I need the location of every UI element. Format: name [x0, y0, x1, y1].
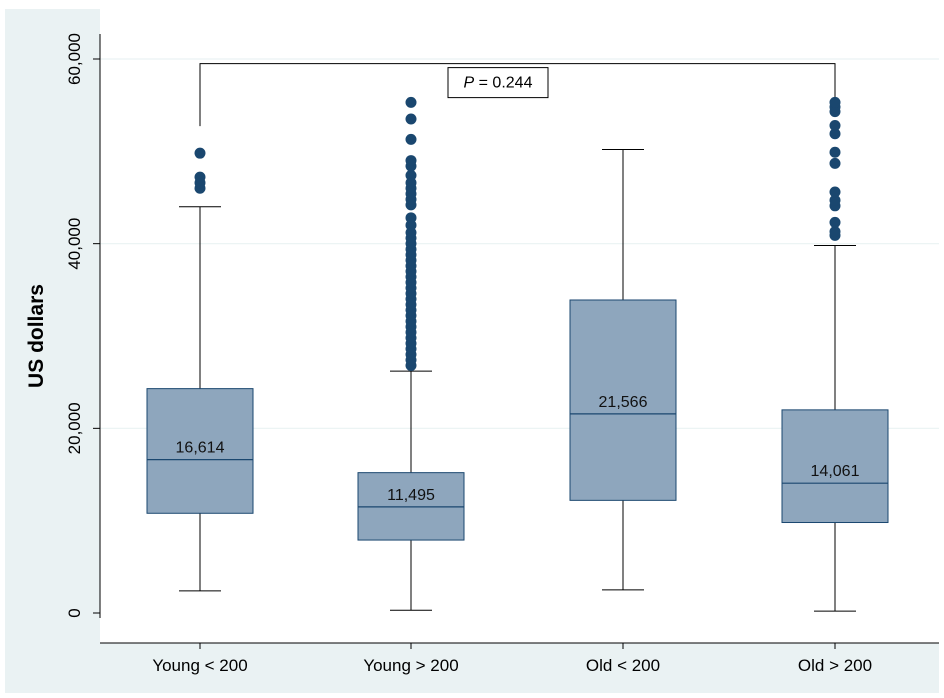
outlier-point — [829, 186, 841, 198]
x-tick-label: Old < 200 — [586, 656, 660, 675]
outlier-point — [829, 194, 841, 206]
y-tick-label: 60,000 — [65, 33, 84, 85]
x-axis-labels: Young < 200 Young > 200 Old < 200 Old > 200 — [100, 642, 939, 675]
box-group: 11,495 — [357, 96, 465, 611]
y-axis: 0 20,000 40,000 60,000 — [65, 33, 101, 618]
x-tick-label: Young < 200 — [152, 656, 247, 675]
box-plot: 0 20,000 40,000 60,000 US dollars P = 0.244… — [25, 9, 939, 675]
outlier-point — [405, 133, 417, 145]
x-tick-label: Old > 200 — [798, 656, 872, 675]
outlier-point — [194, 171, 206, 183]
median-label: 14,061 — [811, 463, 860, 480]
median-label: 11,495 — [387, 487, 435, 504]
y-tick-label: 40,000 — [65, 218, 84, 270]
y-axis-title: US dollars — [25, 284, 48, 388]
outlier-point — [829, 96, 841, 108]
outlier-point — [405, 113, 417, 125]
outlier-point — [405, 96, 417, 108]
outlier-point — [405, 155, 417, 167]
box-group: 14,061 — [781, 96, 889, 612]
outlier-point — [405, 212, 417, 224]
plot-area — [100, 9, 939, 643]
p-value-label: P = 0.244 — [464, 75, 533, 92]
comparison-line — [199, 63, 836, 127]
y-tick-label: 20,000 — [65, 402, 84, 454]
y-tick-label: 0 — [65, 608, 84, 617]
p-value-box — [447, 67, 549, 99]
comparison-bracket: P = 0.244 — [199, 63, 836, 127]
x-tick-label: Young > 200 — [363, 656, 458, 675]
median-label: 21,566 — [599, 394, 648, 411]
outlier-point — [194, 147, 206, 159]
outlier-point — [829, 226, 841, 238]
outlier-point — [829, 216, 841, 228]
outlier-point — [829, 128, 841, 140]
outlier-point — [829, 146, 841, 158]
iqr-box — [781, 409, 889, 524]
box-group: 16,614 — [146, 147, 254, 592]
box-group: 21,566 — [569, 148, 677, 591]
outlier-point — [829, 119, 841, 131]
outlier-point — [405, 169, 417, 181]
chart-frame: 0 20,000 40,000 60,000 US dollars P = 0.244… — [5, 9, 939, 693]
median-label: 16,614 — [176, 440, 225, 457]
iqr-box — [569, 299, 677, 501]
outlier-point — [829, 157, 841, 169]
boxes: 16,614 11,495 21,566 14,061 — [146, 96, 889, 612]
iqr-box — [146, 388, 254, 514]
